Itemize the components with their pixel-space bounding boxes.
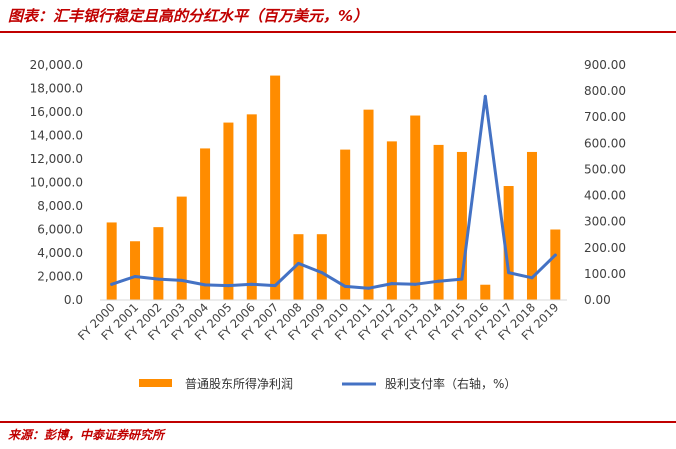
right-tick-label: 800.00 <box>584 84 626 98</box>
bar <box>316 234 327 300</box>
line-point <box>367 286 371 290</box>
bar <box>526 151 537 300</box>
left-tick-label: 4,000.0 <box>37 246 83 260</box>
right-tick-label: 300.00 <box>584 215 626 229</box>
left-axis: 0.0 2,000.0 4,000.0 6,000.0 8,000.0 10,000.0 1… <box>30 58 83 307</box>
line-point <box>273 284 277 288</box>
bar <box>200 148 211 300</box>
left-tick-label: 0.0 <box>64 293 83 307</box>
bar <box>246 114 257 300</box>
right-tick-label: 200.00 <box>584 241 626 255</box>
left-tick-label: 6,000.0 <box>37 223 83 237</box>
payout-line <box>110 94 557 290</box>
left-tick-label: 2,000.0 <box>37 270 83 284</box>
line-point <box>250 282 254 286</box>
line-point <box>343 284 347 288</box>
line-point <box>180 278 184 282</box>
bar <box>153 227 164 300</box>
legend-bar-label: 普通股东所得净利润 <box>185 376 293 391</box>
source-rule <box>0 421 676 423</box>
line-point <box>133 275 137 278</box>
bar <box>480 284 491 300</box>
bar <box>433 144 444 300</box>
line-point <box>226 284 230 288</box>
bar <box>410 115 421 301</box>
line-point <box>296 261 300 265</box>
bar <box>340 149 351 300</box>
right-tick-label: 500.00 <box>584 162 626 176</box>
right-tick-label: 400.00 <box>584 189 626 203</box>
right-tick-label: 600.00 <box>584 136 626 150</box>
left-tick-label: 20,000.0 <box>30 58 83 72</box>
line-point <box>530 276 534 280</box>
line-point <box>507 271 511 275</box>
line-point <box>110 282 114 286</box>
right-tick-label: 100.00 <box>584 267 626 281</box>
left-tick-label: 10,000.0 <box>30 176 83 190</box>
right-tick-label: 0.00 <box>584 293 611 307</box>
left-tick-label: 12,000.0 <box>30 152 83 166</box>
right-axis: 0.00 100.00 200.00 300.00 400.00 500.00 600.00… <box>584 58 626 307</box>
bar <box>363 109 374 301</box>
bar <box>293 234 304 300</box>
title-rule <box>0 31 676 33</box>
bar <box>503 186 514 300</box>
legend-line-label: 股利支付率（右轴，%） <box>385 376 516 391</box>
bar <box>270 75 281 300</box>
right-tick-label: 900.00 <box>584 58 626 72</box>
left-tick-label: 16,000.0 <box>30 105 83 119</box>
bar <box>176 196 187 300</box>
figure-source: 来源：彭博，中泰证券研究所 <box>8 428 165 442</box>
line-point <box>413 282 417 286</box>
left-tick-label: 18,000.0 <box>30 82 83 96</box>
right-tick-label: 700.00 <box>584 110 626 124</box>
bar <box>550 229 561 300</box>
legend-bar-swatch <box>139 379 172 387</box>
figure-title: 图表：汇丰银行稳定且高的分红水平（百万美元，%） <box>8 7 369 25</box>
bar <box>130 241 141 300</box>
line-point <box>460 277 464 281</box>
line-point <box>320 271 324 275</box>
bars-group <box>106 75 561 301</box>
line-point <box>156 277 160 281</box>
left-tick-label: 14,000.0 <box>30 129 83 143</box>
line-point <box>437 279 441 283</box>
left-tick-label: 8,000.0 <box>37 199 83 213</box>
legend: 普通股东所得净利润 股利支付率（右轴，%） <box>139 376 516 391</box>
line-point <box>483 94 487 98</box>
line-point <box>390 282 394 286</box>
bar <box>386 141 397 300</box>
bar <box>456 151 467 300</box>
bar <box>223 122 234 300</box>
line-group <box>110 94 557 290</box>
line-point <box>553 253 557 257</box>
line-point <box>203 283 207 287</box>
bar <box>106 222 117 300</box>
